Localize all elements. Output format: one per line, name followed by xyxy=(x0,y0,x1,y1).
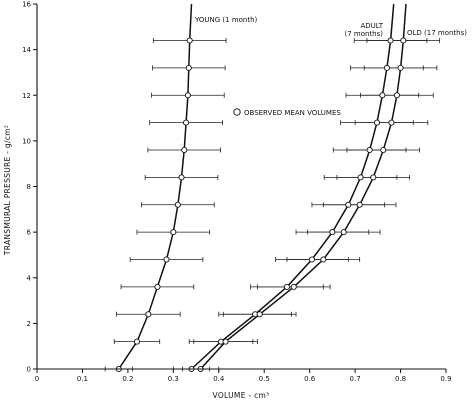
young-data-point xyxy=(154,283,161,290)
adult-data-point xyxy=(283,283,290,290)
young-series-line xyxy=(118,3,193,370)
young-series-label: YOUNG (1 month) xyxy=(194,16,258,24)
x-tick-label: 0.9 xyxy=(440,375,451,383)
y-tick-label: 2 xyxy=(27,320,31,328)
young-data-point xyxy=(184,92,191,99)
old-data-point xyxy=(256,311,263,318)
x-tick-label: 0.3 xyxy=(168,375,179,383)
legend-marker xyxy=(233,108,241,116)
old-data-point xyxy=(356,201,363,208)
x-tick-label: 0.8 xyxy=(395,375,406,383)
old-data-point xyxy=(397,64,404,71)
adult-data-point xyxy=(383,64,390,71)
y-tick-label: 14 xyxy=(22,46,31,54)
young-data-point xyxy=(183,119,190,126)
old-data-point xyxy=(320,256,327,263)
x-axis-label: VOLUME - cm³ xyxy=(213,391,270,400)
adult-data-point xyxy=(387,37,394,44)
adult-data-point xyxy=(366,146,373,154)
y-tick-label: 16 xyxy=(22,1,31,9)
y-tick-label: 8 xyxy=(27,183,31,191)
young-data-point xyxy=(186,37,193,44)
adult-data-point xyxy=(329,229,336,236)
adult-series-label-line: ADULT xyxy=(360,22,383,30)
x-tick-label: 0.6 xyxy=(304,375,316,383)
y-tick-label: 4 xyxy=(27,274,32,282)
old-series-label: OLD (17 months) xyxy=(407,29,467,37)
young-data-point xyxy=(185,64,192,71)
young-data-point xyxy=(174,201,181,208)
x-tick-label: 0.4 xyxy=(213,375,225,383)
adult-data-point xyxy=(308,256,315,263)
old-data-point xyxy=(393,92,400,99)
y-tick-label: 0 xyxy=(27,366,31,374)
y-tick-label: 6 xyxy=(27,229,32,237)
adult-series-label: ADULT (7 months) xyxy=(344,22,383,38)
young-data-point xyxy=(133,338,141,345)
young-data-point xyxy=(145,311,152,318)
young-series-label-line: YOUNG (1 month) xyxy=(194,16,258,24)
x-tick-label: 0.7 xyxy=(350,375,361,383)
old-series-line xyxy=(200,3,407,370)
y-tick-label: 10 xyxy=(22,137,31,145)
x-tick-label: 0 xyxy=(35,375,39,383)
adult-data-point xyxy=(357,174,364,181)
old-data-point xyxy=(370,174,377,181)
x-tick-label: 0.2 xyxy=(122,375,133,383)
x-tick-label: 0.1 xyxy=(77,375,88,383)
young-data-point xyxy=(163,256,170,263)
legend-text: OBSERVED MEAN VOLUMES xyxy=(244,109,341,117)
adult-data-point xyxy=(379,92,386,99)
old-data-point xyxy=(340,229,347,236)
young-data-point xyxy=(178,174,185,181)
x-tick-label: 0.5 xyxy=(259,375,270,383)
old-series-label-line: OLD (17 months) xyxy=(407,29,467,37)
adult-data-point xyxy=(373,119,380,126)
y-tick-label: 12 xyxy=(22,92,31,100)
old-data-point xyxy=(388,119,395,126)
y-axis-label: TRANSMURAL PRESSURE - g/cm² xyxy=(3,125,12,256)
young-data-point xyxy=(181,146,188,154)
adult-data-point xyxy=(345,201,352,208)
old-data-point xyxy=(290,283,297,290)
young-data-point xyxy=(170,229,177,236)
old-data-point xyxy=(400,37,407,44)
adult-series-label-line: (7 months) xyxy=(344,30,383,38)
old-data-point xyxy=(222,338,229,345)
legend: OBSERVED MEAN VOLUMES xyxy=(233,108,341,117)
old-data-point xyxy=(380,146,387,154)
adult-series-line xyxy=(190,3,395,370)
